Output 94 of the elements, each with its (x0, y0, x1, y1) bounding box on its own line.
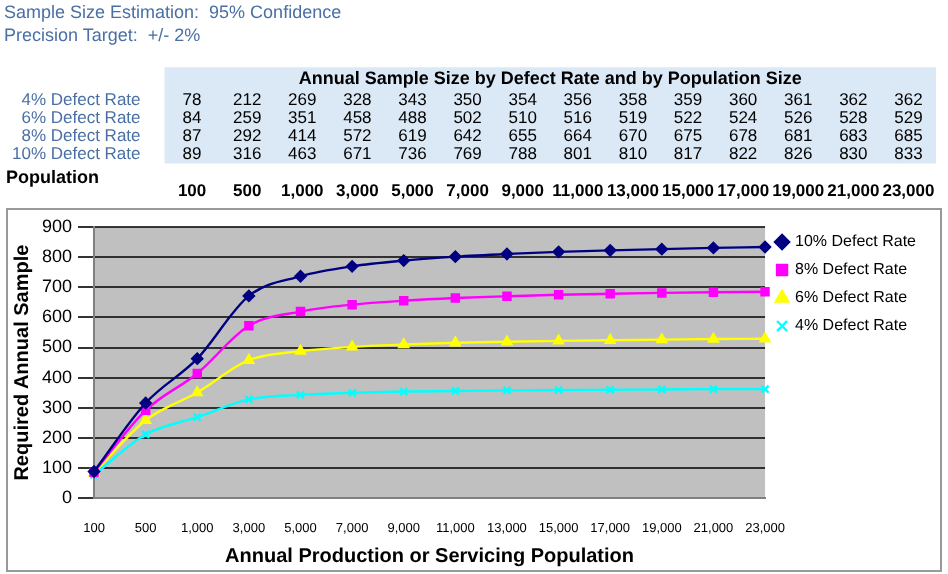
data-label: 788 (508, 143, 538, 164)
data-label: 89 (182, 143, 203, 164)
data-label: 516 (563, 107, 593, 128)
data-label: 358 (618, 88, 648, 109)
y-tick-label: 500 (41, 336, 73, 357)
data-label: 526 (784, 107, 813, 128)
data-label: 259 (232, 107, 262, 128)
legend-label: 6% Defect Rate (795, 288, 909, 307)
y-tick-label: 10% Defect Rate (11, 143, 142, 164)
data-label: 670 (618, 125, 648, 146)
annotation: Annual Sample Size by Defect Rate and by Population Size (298, 68, 802, 89)
data-label: 522 (673, 107, 703, 128)
data-label: 826 (784, 143, 813, 164)
x-tick-label: 100 (177, 180, 207, 201)
data-label: 801 (563, 143, 593, 164)
data-label: 269 (288, 88, 317, 109)
data-label: 572 (343, 125, 373, 146)
chart-subtitle: Precision Target: +/- 2% (4, 25, 201, 46)
data-label: 810 (618, 143, 648, 164)
y-tick-label: 800 (41, 245, 73, 266)
data-label: 343 (398, 88, 428, 109)
data-label: 351 (288, 107, 317, 128)
x-tick-label: 9,000 (501, 180, 545, 201)
data-label: 833 (894, 143, 924, 164)
y-tick-label: 8% Defect Rate (21, 125, 142, 146)
data-label: 502 (453, 107, 483, 128)
data-label: 354 (508, 88, 538, 109)
y-axis-title: Required Annual Sample (11, 243, 34, 481)
data-label: 619 (398, 125, 428, 146)
x-axis-title: Annual Production or Servicing Population (225, 545, 634, 568)
data-label: 414 (288, 125, 317, 146)
data-label: 84 (182, 107, 203, 128)
data-label: 736 (398, 143, 428, 164)
x-tick-label: 19,000 (772, 180, 825, 201)
legend-label: 4% Defect Rate (795, 316, 909, 335)
data-label: 510 (508, 107, 538, 128)
data-label: 528 (839, 107, 869, 128)
x-tick-label: 500 (232, 180, 262, 201)
data-label: 519 (618, 107, 648, 128)
y-tick-label: 900 (41, 215, 73, 236)
data-label: 87 (182, 125, 203, 146)
x-tick-label: 1,000 (281, 180, 325, 201)
y-tick-label: 0 (62, 487, 73, 508)
data-label: 524 (728, 107, 758, 128)
y-tick-label: 700 (41, 276, 73, 297)
data-label: 664 (563, 125, 593, 146)
data-label: 529 (894, 107, 924, 128)
data-label: 362 (894, 88, 924, 109)
x-tick-label: 3,000 (336, 180, 380, 201)
x-axis-title: Population (6, 166, 99, 187)
data-label: 458 (343, 107, 373, 128)
data-label: 350 (453, 88, 483, 109)
x-tick-label: 11,000 (552, 180, 604, 201)
data-label: 822 (728, 143, 758, 164)
data-label: 316 (232, 143, 262, 164)
x-tick-label: 13,000 (606, 180, 660, 201)
x-tick-label: 5,000 (391, 180, 435, 201)
data-label: 830 (839, 143, 869, 164)
chart-title: Sample Size Estimation: 95% Confidence (4, 1, 342, 22)
data-label: 359 (673, 88, 703, 109)
y-tick-label: 600 (41, 306, 73, 327)
data-label: 817 (673, 143, 703, 164)
data-label: 78 (182, 88, 203, 109)
data-label: 769 (453, 143, 483, 164)
data-label: 675 (673, 125, 703, 146)
data-label: 361 (784, 88, 813, 109)
x-tick-label: 21,000 (827, 180, 880, 201)
x-tick-label: 23,000 (882, 180, 935, 201)
data-label: 328 (343, 88, 373, 109)
data-label: 683 (839, 125, 869, 146)
data-label: 681 (784, 125, 813, 146)
y-tick-label: 100 (41, 457, 73, 478)
x-tick-label: 17,000 (717, 180, 770, 201)
data-label: 655 (508, 125, 538, 146)
data-label: 685 (894, 125, 924, 146)
y-tick-label: 4% Defect Rate (21, 88, 142, 109)
data-label: 362 (839, 88, 869, 109)
data-label: 463 (288, 143, 317, 164)
data-label: 671 (343, 143, 373, 164)
data-label: 642 (453, 125, 483, 146)
data-label: 360 (728, 88, 758, 109)
x-tick-label: 7,000 (446, 180, 490, 201)
x-tick-label: 15,000 (662, 180, 715, 201)
y-tick-label: 400 (41, 366, 73, 387)
legend-label: 10% Defect Rate (795, 232, 918, 251)
data-label: 678 (728, 125, 758, 146)
y-tick-label: 6% Defect Rate (21, 107, 142, 128)
data-label: 488 (398, 107, 428, 128)
legend-label: 8% Defect Rate (795, 260, 909, 279)
y-tick-label: 200 (41, 427, 73, 448)
y-tick-label: 300 (41, 396, 73, 417)
data-label: 212 (232, 88, 262, 109)
data-label: 356 (563, 88, 593, 109)
data-label: 292 (232, 125, 262, 146)
